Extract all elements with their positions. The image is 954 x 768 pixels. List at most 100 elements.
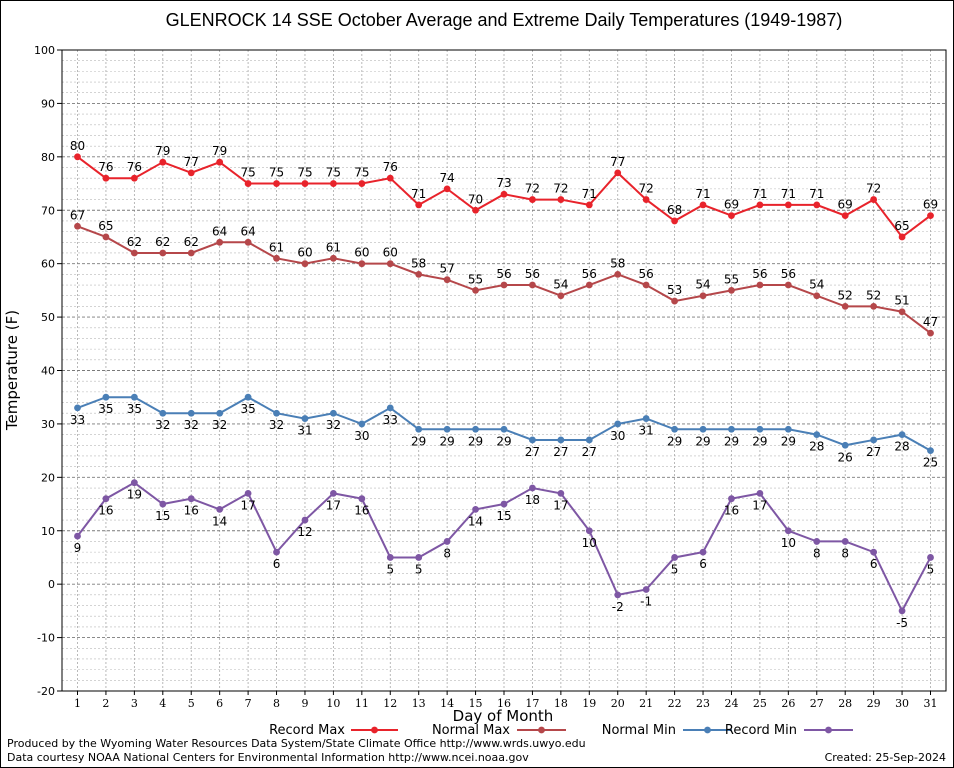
normal-min-data-label: 29	[781, 434, 796, 448]
normal-min-point	[443, 425, 451, 433]
x-tick-label: 2	[102, 697, 109, 710]
record-min-data-label: 10	[582, 536, 597, 550]
record-max-data-label: 74	[439, 171, 454, 185]
x-tick-label: 15	[469, 697, 483, 710]
x-tick-label: 12	[383, 697, 397, 710]
legend: Record Max Normal Max Normal Min Record Min	[269, 723, 853, 738]
record-min-data-label: 14	[468, 514, 483, 528]
x-tick-label: 31	[924, 697, 938, 710]
record-max-point	[244, 180, 252, 187]
normal-max-point	[472, 286, 479, 294]
normal-max-point	[102, 233, 110, 241]
normal-max-data-label: 64	[240, 224, 255, 238]
record-min-point	[187, 495, 195, 503]
record-max-data-label: 65	[894, 219, 909, 233]
record-min-data-label: 15	[155, 509, 170, 523]
record-min-data-label: 18	[525, 493, 540, 507]
record-max-data-label: 76	[383, 160, 398, 174]
normal-max-data-label: 60	[354, 246, 369, 260]
normal-min-data-label: 35	[98, 402, 113, 416]
record-min-data-label: 5	[386, 562, 394, 576]
normal-min-point	[813, 431, 821, 438]
normal-min-point	[841, 441, 849, 449]
record-max-point	[301, 180, 309, 187]
record-max-data-label: 80	[70, 139, 85, 153]
normal-min-point	[330, 409, 337, 417]
record-min-point	[130, 479, 138, 487]
normal-max-data-label: 56	[582, 267, 597, 281]
record-min-data-label: -5	[896, 616, 908, 630]
record-min-data-label: 8	[841, 546, 849, 560]
x-tick-label: 14	[440, 697, 454, 710]
normal-min-point	[585, 436, 593, 444]
normal-max-point	[870, 303, 878, 310]
y-tick-label: -20	[37, 685, 55, 698]
record-min-data-label: 19	[127, 488, 142, 502]
x-tick-label: 25	[753, 697, 767, 710]
record-min-data-label: 16	[98, 504, 113, 518]
record-max-point	[415, 201, 423, 209]
x-tick-label: 4	[159, 697, 166, 710]
normal-max-data-label: 47	[923, 315, 938, 329]
normal-min-point	[216, 409, 224, 417]
record-min-data-label: 8	[813, 546, 821, 560]
normal-min-point	[159, 409, 167, 417]
record-min-point	[927, 554, 934, 561]
normal-max-data-label: 58	[411, 256, 426, 270]
normal-min-data-label: 31	[639, 424, 654, 438]
y-tick-label: 90	[41, 97, 55, 110]
normal-max-data-label: 65	[98, 219, 113, 233]
normal-max-data-label: 58	[610, 256, 625, 270]
normal-max-point	[642, 281, 650, 289]
x-tick-label: 28	[838, 697, 852, 710]
record-min-point	[585, 527, 593, 535]
record-min-point	[529, 484, 536, 492]
record-max-data-label: 76	[98, 160, 113, 174]
normal-max-data-label: 56	[639, 267, 654, 281]
x-tick-label: 26	[781, 697, 795, 710]
normal-max-point	[130, 249, 138, 257]
record-max-data-label: 71	[695, 187, 710, 201]
record-max-point	[813, 201, 821, 209]
record-max-data-label: 72	[639, 182, 654, 196]
normal-max-point	[74, 222, 81, 230]
normal-max-data-label: 55	[724, 272, 739, 286]
record-min-point	[756, 489, 764, 497]
normal-min-data-label: 33	[383, 413, 398, 427]
normal-min-point	[500, 425, 508, 433]
normal-min-point	[671, 425, 678, 433]
normal-min-data-label: 27	[582, 445, 597, 459]
record-max-point	[841, 212, 849, 219]
normal-min-point	[244, 393, 252, 401]
record-max-data-label: 76	[127, 160, 142, 174]
normal-min-point	[102, 393, 110, 401]
record-max-point	[529, 196, 536, 203]
record-max-data-label: 73	[496, 176, 511, 190]
record-min-point	[784, 527, 792, 535]
normal-min-point	[870, 436, 878, 444]
normal-max-point	[557, 292, 565, 300]
normal-max-data-label: 52	[838, 288, 853, 302]
normal-max-data-label: 67	[70, 208, 85, 222]
normal-min-point	[301, 415, 309, 422]
normal-max-point	[699, 292, 707, 300]
record-max-point	[330, 180, 337, 187]
normal-min-data-label: 35	[240, 402, 255, 416]
normal-max-data-label: 54	[695, 278, 710, 292]
record-min-data-label: 10	[781, 536, 796, 550]
y-tick-label: -10	[37, 632, 55, 645]
x-tick-label: 11	[355, 697, 369, 710]
y-axis-label: Temperature (F)	[3, 310, 21, 431]
record-max-point	[756, 201, 764, 209]
x-tick-label: 22	[668, 697, 682, 710]
normal-min-point	[557, 436, 565, 444]
normal-max-data-label: 61	[269, 240, 284, 254]
record-max-point	[472, 206, 479, 214]
record-max-data-label: 70	[468, 192, 483, 206]
normal-max-point	[187, 249, 195, 257]
record-min-data-label: 17	[326, 498, 341, 512]
normal-min-data-label: 32	[212, 418, 227, 432]
normal-max-data-label: 56	[525, 267, 540, 281]
record-min-point	[841, 538, 849, 545]
record-min-point	[244, 489, 252, 497]
